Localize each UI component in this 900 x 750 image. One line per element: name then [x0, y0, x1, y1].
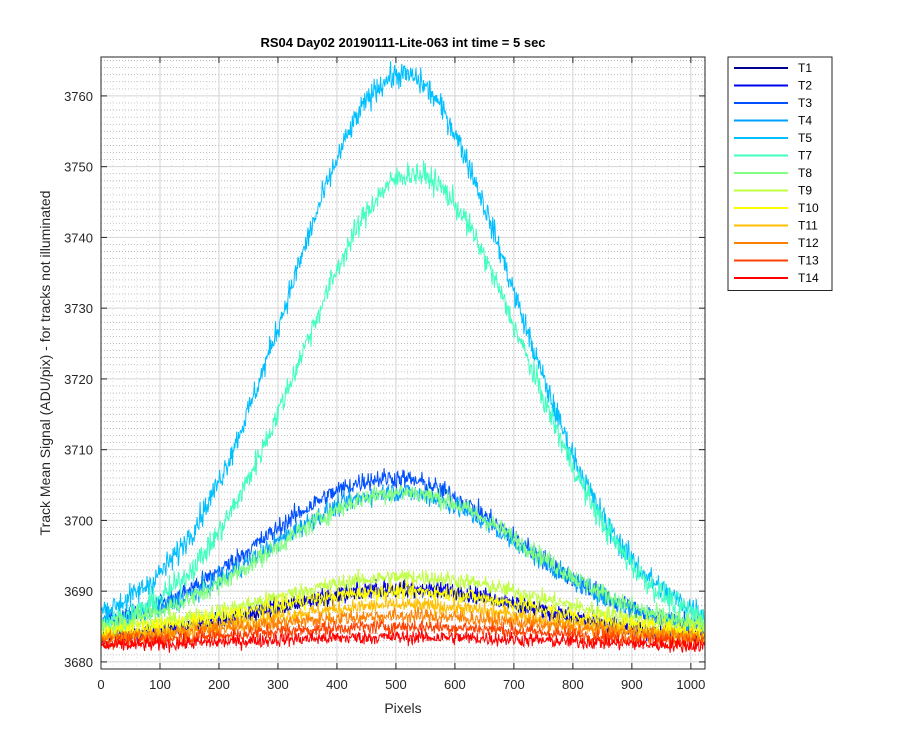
plot-frame [100, 56, 706, 670]
y-tick-label: 3690 [64, 584, 93, 599]
x-tick-label: 300 [267, 677, 289, 692]
series-line-t5 [100, 61, 706, 628]
x-tick-label: 700 [503, 677, 525, 692]
legend-label-t13: T13 [798, 254, 819, 268]
x-tick-label: 800 [562, 677, 584, 692]
legend-label-t1: T1 [798, 61, 812, 75]
y-axis-label: Track Mean Signal (ADU/pix) - for tracks… [37, 191, 53, 536]
legend-label-t14: T14 [798, 271, 819, 285]
y-tick-label: 3740 [64, 230, 93, 245]
x-tick-label: 0 [97, 677, 104, 692]
y-tick-label: 3750 [64, 160, 93, 175]
series-line-t11 [100, 594, 706, 645]
y-tick-label: 3680 [64, 655, 93, 670]
major-gridlines [100, 57, 705, 669]
x-tick-label: 500 [385, 677, 407, 692]
x-tick-label: 200 [208, 677, 230, 692]
y-tick-label: 3700 [64, 513, 93, 528]
series-lines [100, 61, 706, 653]
y-tick-label: 3720 [64, 372, 93, 387]
series-line-t14 [100, 627, 706, 653]
x-tick-label: 900 [621, 677, 643, 692]
x-tick-label: 400 [326, 677, 348, 692]
y-tick-label: 3710 [64, 443, 93, 458]
legend-label-t10: T10 [798, 201, 819, 215]
x-axis-label: Pixels [384, 700, 421, 716]
x-tick-label: 100 [149, 677, 171, 692]
x-tick-label: 600 [444, 677, 466, 692]
legend-label-t12: T12 [798, 236, 819, 250]
plot-area [101, 57, 705, 669]
legend-label-t5: T5 [798, 131, 812, 145]
y-tick-label: 3760 [64, 89, 93, 104]
legend-label-t2: T2 [798, 79, 812, 93]
legend-label-t9: T9 [798, 184, 812, 198]
legend-label-t7: T7 [798, 149, 812, 163]
legend-label-t4: T4 [798, 114, 812, 128]
series-line-t7 [100, 160, 706, 637]
legend: T1 T2 T3 T4 T5 T7 T8 T9 T10 T11 T12 T13 T14 [727, 56, 833, 291]
legend-label-t3: T3 [798, 96, 812, 110]
legend-label-t11: T11 [798, 219, 818, 233]
y-tick-label: 3730 [64, 301, 93, 316]
series-line-t8 [100, 484, 706, 636]
chart-title: RS04 Day02 20190111-Lite-063 int time = … [260, 35, 545, 50]
x-tick-label: 1000 [676, 677, 705, 692]
axis-ticks: 0 100 200 300 400 500 600 700 800 900 1000 3680 3690… [64, 57, 705, 692]
legend-label-t8: T8 [798, 166, 812, 180]
